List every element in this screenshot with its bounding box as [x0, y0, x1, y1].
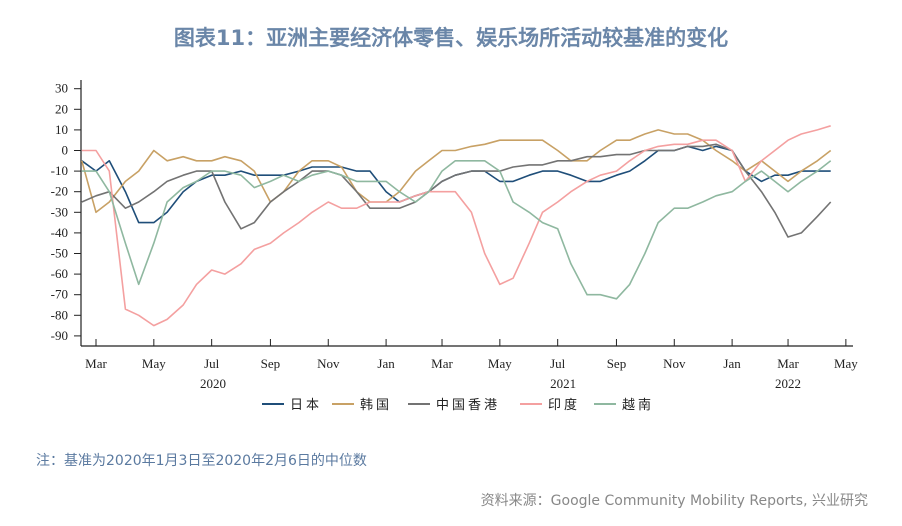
x-tick-label: Mar: [431, 356, 453, 371]
axes: 30 20 10 0 -10 -20 -30 -40 -50 -60 -70 -80 -90 Mar May…: [51, 80, 858, 391]
x-tick-label: Nov: [317, 356, 340, 371]
series-lines: [81, 125, 832, 327]
y-tick-label: 10: [55, 122, 68, 137]
year-label: 2021: [550, 376, 576, 391]
y-tick-label: 20: [55, 101, 68, 116]
footnote: 注：基准为2020年1月3日至2020年2月6日的中位数: [36, 453, 367, 469]
legend-label: 越南: [622, 397, 654, 413]
y-tick-label: -20: [51, 184, 68, 199]
legend-label: 韩国: [360, 398, 392, 413]
x-tick-label: Sep: [261, 356, 281, 371]
y-tick-label: -90: [51, 328, 68, 343]
x-tick-label: Sep: [607, 356, 627, 371]
source-note: 资料来源：Google Community Mobility Reports, …: [480, 493, 868, 509]
legend-label: 日本: [290, 398, 322, 413]
y-tick-label: -40: [51, 225, 68, 240]
y-tick-label: -10: [51, 163, 68, 178]
year-label: 2020: [200, 376, 226, 391]
x-tick-label: May: [142, 356, 166, 371]
y-tick-label: 30: [55, 81, 68, 96]
y-tick-label: -80: [51, 307, 68, 322]
x-tick-label: Jan: [723, 356, 741, 371]
legend-label: 印度: [548, 397, 580, 413]
y-tick-label: -70: [51, 287, 68, 302]
x-tick-label: Jul: [550, 356, 566, 371]
x-tick-label: Nov: [663, 356, 686, 371]
x-tick-label: May: [834, 356, 858, 371]
line-chart: 30 20 10 0 -10 -20 -30 -40 -50 -60 -70 -80 -90 Mar May…: [51, 80, 858, 413]
y-tick-label: 0: [62, 143, 69, 158]
x-tick-label: Jan: [377, 356, 395, 371]
chart-title: 图表11：亚洲主要经济体零售、娱乐场所活动较基准的变化: [173, 26, 729, 50]
x-tick-label: Jul: [204, 356, 220, 371]
series-line-印度: [81, 125, 831, 327]
series-line-越南: [81, 160, 832, 300]
series-line-日本: [81, 145, 831, 224]
x-tick-label: Mar: [85, 356, 107, 371]
series-line-中国香港: [81, 143, 832, 238]
series-line-韩国: [81, 129, 832, 214]
legend: 日本 韩国 中国香港 印度 越南: [262, 397, 654, 413]
x-tick-label: Mar: [777, 356, 799, 371]
y-tick-label: -30: [51, 204, 68, 219]
year-label: 2022: [775, 376, 801, 391]
legend-label: 中国香港: [436, 398, 500, 413]
y-tick-label: -60: [51, 266, 68, 281]
y-tick-label: -50: [51, 246, 68, 261]
x-tick-label: May: [488, 356, 512, 371]
